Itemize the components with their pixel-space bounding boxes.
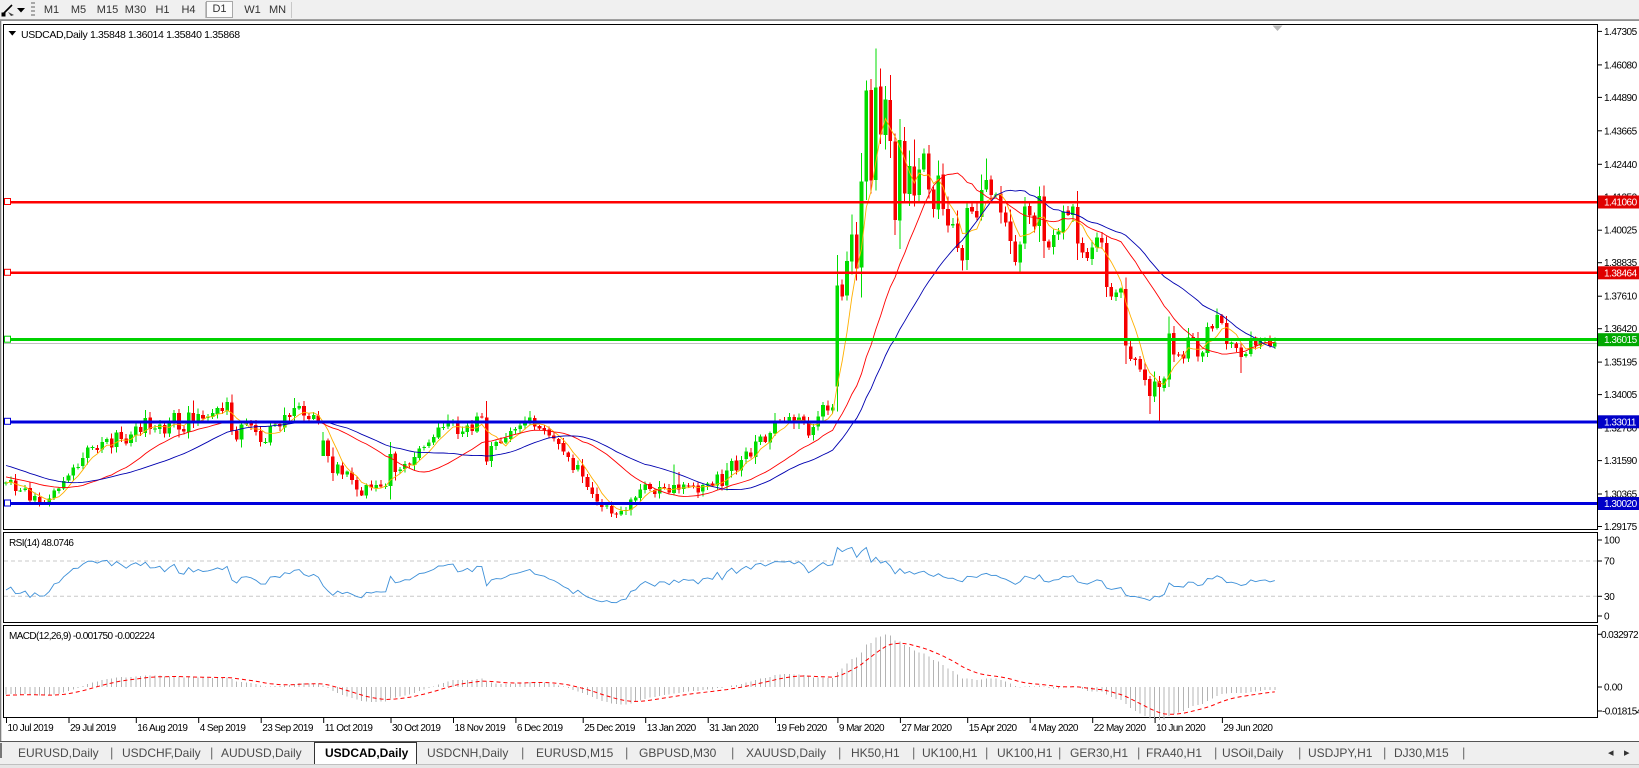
svg-text:22 May 2020: 22 May 2020 — [1094, 723, 1147, 734]
svg-text:1.42440: 1.42440 — [1604, 160, 1638, 171]
svg-text:1.35195: 1.35195 — [1604, 358, 1638, 369]
svg-text:1.36420: 1.36420 — [1604, 324, 1638, 335]
svg-text:1.41060: 1.41060 — [1604, 198, 1638, 209]
svg-text:23 Sep 2019: 23 Sep 2019 — [262, 723, 314, 734]
svg-text:1.44890: 1.44890 — [1604, 93, 1638, 104]
svg-text:30: 30 — [1604, 592, 1615, 603]
svg-text:1.38835: 1.38835 — [1604, 258, 1638, 269]
svg-text:1.38464: 1.38464 — [1604, 268, 1638, 279]
svg-text:11 Oct 2019: 11 Oct 2019 — [325, 723, 374, 734]
svg-text:MACD(12,26,9) -0.001750 -0.002: MACD(12,26,9) -0.001750 -0.002224 — [9, 631, 155, 642]
svg-text:0.00: 0.00 — [1604, 683, 1623, 694]
svg-text:29 Jul 2019: 29 Jul 2019 — [70, 723, 117, 734]
svg-text:15 Apr 2020: 15 Apr 2020 — [969, 723, 1018, 734]
svg-text:29 Jun 2020: 29 Jun 2020 — [1223, 723, 1273, 734]
svg-text:1.43665: 1.43665 — [1604, 126, 1638, 137]
svg-text:USDCAD,Daily 1.35848 1.36014: USDCAD,Daily 1.35848 1.36014 1.35840 1.3… — [21, 29, 240, 41]
svg-text:1.30365: 1.30365 — [1604, 490, 1638, 501]
svg-text:4 Sep 2019: 4 Sep 2019 — [200, 723, 247, 734]
svg-text:13 Jan 2020: 13 Jan 2020 — [647, 723, 697, 734]
svg-text:1.33011: 1.33011 — [1604, 417, 1637, 428]
svg-text:1.32780: 1.32780 — [1604, 424, 1638, 435]
svg-text:100: 100 — [1604, 536, 1621, 547]
svg-text:10 Jun 2020: 10 Jun 2020 — [1156, 723, 1206, 734]
svg-text:1.29175: 1.29175 — [1604, 522, 1638, 533]
svg-text:27 Mar 2020: 27 Mar 2020 — [901, 723, 952, 734]
svg-text:10 Jul 2019: 10 Jul 2019 — [8, 723, 55, 734]
svg-text:1.34005: 1.34005 — [1604, 390, 1638, 401]
svg-text:1.30020: 1.30020 — [1604, 499, 1638, 510]
svg-text:1.31590: 1.31590 — [1604, 456, 1638, 467]
svg-text:6 Dec 2019: 6 Dec 2019 — [517, 723, 564, 734]
svg-text:18 Nov 2019: 18 Nov 2019 — [455, 723, 507, 734]
svg-text:31 Jan 2020: 31 Jan 2020 — [709, 723, 759, 734]
svg-text:70: 70 — [1604, 557, 1615, 568]
svg-text:25 Dec 2019: 25 Dec 2019 — [584, 723, 636, 734]
svg-text:1.36015: 1.36015 — [1604, 335, 1638, 346]
svg-text:16 Aug 2019: 16 Aug 2019 — [137, 723, 188, 734]
svg-text:0.032972: 0.032972 — [1601, 630, 1639, 641]
svg-text:4 May 2020: 4 May 2020 — [1031, 723, 1079, 734]
svg-text:1.37610: 1.37610 — [1604, 292, 1638, 303]
svg-text:9 Mar 2020: 9 Mar 2020 — [839, 723, 885, 734]
svg-text:19 Feb 2020: 19 Feb 2020 — [777, 723, 828, 734]
svg-text:RSI(14) 48.0746: RSI(14) 48.0746 — [9, 538, 74, 549]
svg-text:1.40025: 1.40025 — [1604, 226, 1638, 237]
svg-text:-0.018154: -0.018154 — [1602, 707, 1639, 718]
svg-text:30 Oct 2019: 30 Oct 2019 — [392, 723, 441, 734]
svg-text:0: 0 — [1604, 612, 1610, 623]
svg-text:1.47305: 1.47305 — [1604, 27, 1638, 38]
svg-text:1.46080: 1.46080 — [1604, 60, 1638, 71]
